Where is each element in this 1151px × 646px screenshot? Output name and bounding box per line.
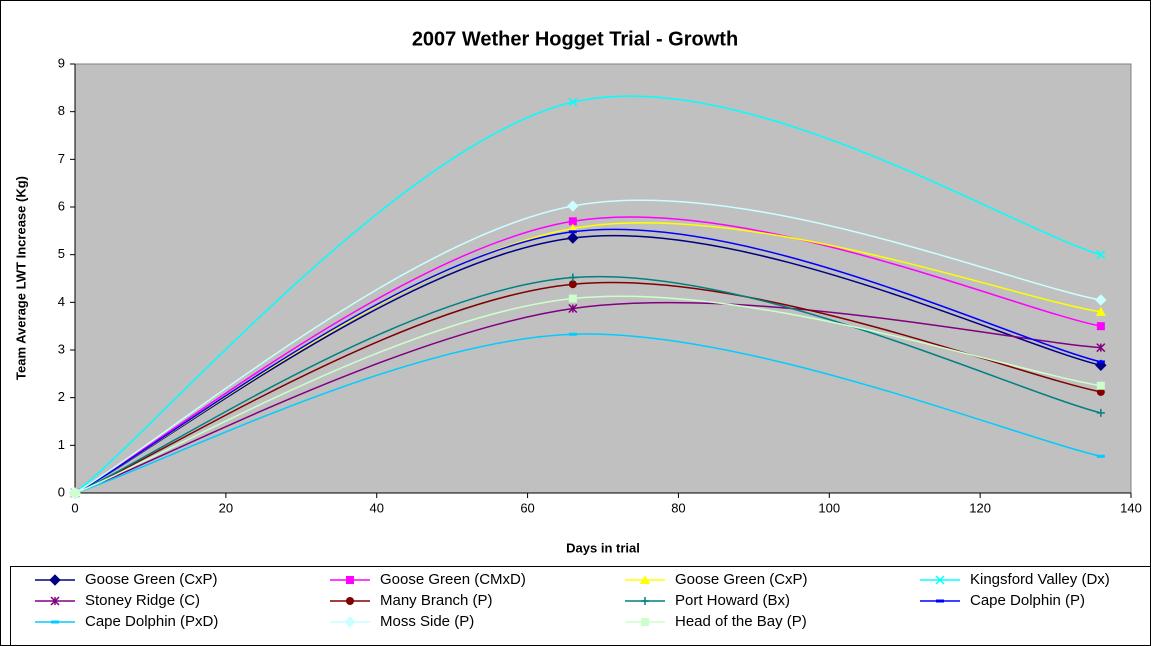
marker — [1095, 306, 1106, 316]
chart-title: 2007 Wether Hogget Trial - Growth — [412, 28, 738, 50]
legend-marker — [49, 574, 61, 586]
marker — [1095, 294, 1107, 306]
legend-item: Cape Dolphin (P) — [920, 592, 1085, 609]
marker — [1096, 381, 1105, 390]
marker — [71, 489, 79, 497]
marker — [1096, 360, 1105, 364]
legend-item: Goose Green (CMxD) — [330, 571, 526, 588]
legend-box — [10, 566, 1151, 646]
y-tick-label: 6 — [58, 198, 65, 213]
legend-item: Moss Side (P) — [330, 613, 474, 630]
legend-label: Head of the Bay (P) — [675, 613, 807, 630]
x-tick-label: 40 — [369, 500, 383, 515]
legend-item: Port Howard (Bx) — [625, 592, 790, 609]
legend-item: Goose Green (CxP) — [625, 571, 808, 588]
x-tick-label: 20 — [219, 500, 233, 515]
legend-label: Goose Green (CMxD) — [380, 571, 526, 588]
x-tick-label: 80 — [671, 500, 685, 515]
legend-item: Stoney Ridge (C) — [35, 592, 200, 609]
legend-marker — [640, 575, 650, 584]
y-tick-label: 8 — [58, 103, 65, 118]
marker — [1096, 322, 1105, 331]
marker — [568, 294, 577, 303]
legend-item: Kingsford Valley (Dx) — [920, 571, 1110, 588]
legend-marker — [346, 597, 354, 605]
marker — [1096, 387, 1105, 396]
legend-label: Goose Green (CxP) — [85, 571, 218, 588]
legend-marker — [935, 575, 945, 585]
legend-label: Many Branch (P) — [380, 592, 493, 609]
legend-label: Port Howard (Bx) — [675, 592, 790, 609]
legend-label: Cape Dolphin (PxD) — [85, 613, 218, 630]
legend-item: Goose Green (CxP) — [35, 571, 218, 588]
legend-item: Many Branch (P) — [330, 592, 493, 609]
legend-marker — [346, 576, 354, 584]
legend-marker — [641, 618, 649, 626]
marker — [568, 230, 577, 234]
marker — [568, 280, 577, 289]
x-tick-label: 100 — [818, 500, 840, 515]
x-tick-label: 140 — [1120, 500, 1142, 515]
y-tick-label: 3 — [58, 341, 65, 356]
marker — [568, 97, 578, 107]
legend-marker — [51, 620, 59, 624]
marker — [568, 303, 578, 314]
legend-marker — [936, 599, 944, 603]
legend-marker — [344, 616, 356, 628]
legend-label: Moss Side (P) — [380, 613, 474, 630]
y-tick-label: 7 — [58, 151, 65, 166]
marker — [568, 332, 577, 336]
legend-marker — [50, 596, 60, 606]
marker — [567, 232, 579, 244]
x-tick-label: 60 — [520, 500, 534, 515]
legend-item: Cape Dolphin (PxD) — [35, 613, 218, 630]
x-tick-label: 0 — [71, 500, 78, 515]
marker — [1096, 250, 1106, 260]
y-tick-label: 4 — [58, 294, 65, 309]
legend-marker — [641, 597, 649, 605]
y-tick-label: 9 — [58, 55, 65, 70]
marker — [1096, 408, 1105, 417]
y-axis-title: Team Average LWT Increase (Kg) — [13, 176, 28, 380]
x-tick-label: 120 — [969, 500, 991, 515]
legend-label: Goose Green (CxP) — [675, 571, 808, 588]
legend-label: Cape Dolphin (P) — [970, 592, 1085, 609]
x-axis-title: Days in trial — [566, 540, 640, 555]
legend: Goose Green (CxP) Goose Green (CMxD) Goose… — [35, 571, 1110, 630]
legend-label: Stoney Ridge (C) — [85, 592, 200, 609]
marker — [567, 200, 579, 212]
marker — [1096, 454, 1105, 458]
y-tick-label: 1 — [58, 437, 65, 452]
marker — [567, 223, 578, 233]
marker — [1096, 343, 1106, 353]
y-tick-label: 0 — [58, 484, 65, 499]
marker — [568, 217, 577, 226]
legend-item: Head of the Bay (P) — [625, 613, 807, 630]
y-tick-label: 2 — [58, 389, 65, 404]
y-tick-label: 5 — [58, 246, 65, 261]
legend-label: Kingsford Valley (Dx) — [970, 571, 1110, 588]
marker — [568, 273, 577, 282]
